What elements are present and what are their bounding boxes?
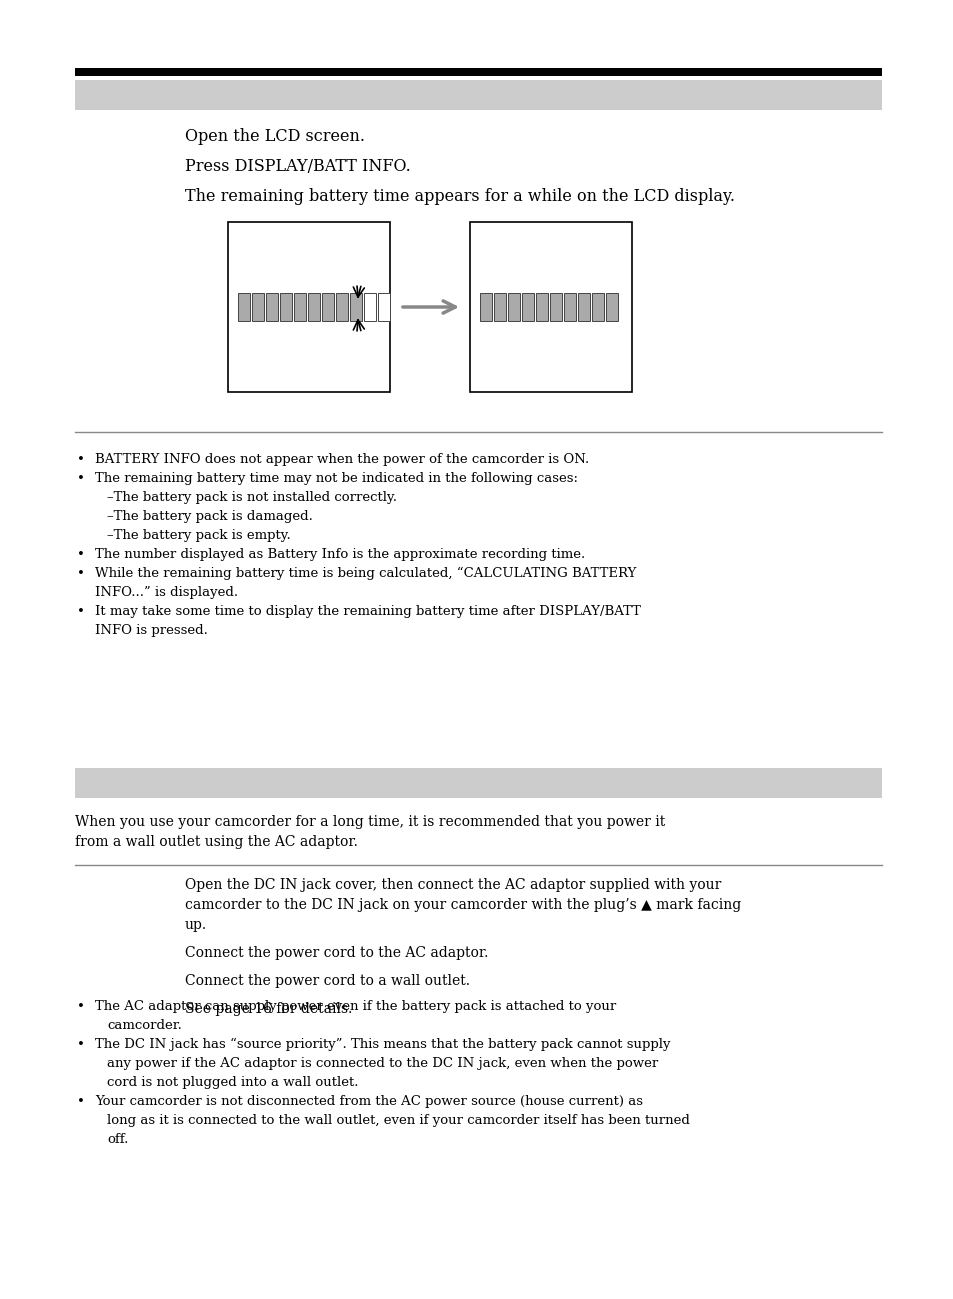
Text: The number displayed as Battery Info is the approximate recording time.: The number displayed as Battery Info is … bbox=[95, 548, 584, 561]
Text: It may take some time to display the remaining battery time after DISPLAY/BATT: It may take some time to display the rem… bbox=[95, 605, 640, 618]
Bar bbox=[364, 294, 375, 321]
Text: –The battery pack is not installed correctly.: –The battery pack is not installed corre… bbox=[107, 491, 396, 504]
Bar bbox=[75, 68, 882, 77]
Text: Your camcorder is not disconnected from the AC power source (house current) as: Your camcorder is not disconnected from … bbox=[95, 1095, 642, 1108]
Text: Connect the power cord to the AC adaptor.: Connect the power cord to the AC adaptor… bbox=[185, 946, 488, 960]
Bar bbox=[563, 294, 576, 321]
Text: –The battery pack is empty.: –The battery pack is empty. bbox=[107, 529, 291, 542]
Bar bbox=[479, 294, 492, 321]
Text: •: • bbox=[77, 605, 85, 618]
Bar bbox=[470, 222, 631, 392]
Bar bbox=[335, 294, 348, 321]
Bar bbox=[507, 294, 519, 321]
Text: Open the DC IN jack cover, then connect the AC adaptor supplied with your: Open the DC IN jack cover, then connect … bbox=[185, 878, 720, 892]
Text: While the remaining battery time is being calculated, “CALCULATING BATTERY: While the remaining battery time is bein… bbox=[95, 566, 636, 581]
Text: See page 16 for details.: See page 16 for details. bbox=[185, 1002, 352, 1016]
Text: When you use your camcorder for a long time, it is recommended that you power it: When you use your camcorder for a long t… bbox=[75, 814, 664, 829]
Text: cord is not plugged into a wall outlet.: cord is not plugged into a wall outlet. bbox=[107, 1076, 358, 1089]
Text: long as it is connected to the wall outlet, even if your camcorder itself has be: long as it is connected to the wall outl… bbox=[107, 1115, 689, 1128]
Bar bbox=[252, 294, 264, 321]
Text: Open the LCD screen.: Open the LCD screen. bbox=[185, 129, 365, 145]
Bar bbox=[237, 294, 250, 321]
Text: BATTERY INFO does not appear when the power of the camcorder is ON.: BATTERY INFO does not appear when the po… bbox=[95, 453, 589, 466]
Text: off.: off. bbox=[107, 1133, 129, 1146]
Text: •: • bbox=[77, 1038, 85, 1051]
Text: •: • bbox=[77, 453, 85, 466]
Bar bbox=[605, 294, 618, 321]
Text: The DC IN jack has “source priority”. This means that the battery pack cannot su: The DC IN jack has “source priority”. Th… bbox=[95, 1038, 670, 1051]
Text: •: • bbox=[77, 1095, 85, 1108]
Text: •: • bbox=[77, 1000, 85, 1013]
Bar bbox=[550, 294, 561, 321]
Text: Connect the power cord to a wall outlet.: Connect the power cord to a wall outlet. bbox=[185, 974, 470, 989]
Text: INFO is pressed.: INFO is pressed. bbox=[95, 624, 208, 637]
Text: •: • bbox=[77, 548, 85, 561]
Bar bbox=[578, 294, 589, 321]
Text: any power if the AC adaptor is connected to the DC IN jack, even when the power: any power if the AC adaptor is connected… bbox=[107, 1057, 658, 1070]
Text: –The battery pack is damaged.: –The battery pack is damaged. bbox=[107, 511, 313, 523]
Bar bbox=[521, 294, 534, 321]
Bar bbox=[308, 294, 319, 321]
Text: Press DISPLAY/BATT INFO.: Press DISPLAY/BATT INFO. bbox=[185, 158, 411, 175]
Text: •: • bbox=[77, 566, 85, 579]
Bar bbox=[322, 294, 334, 321]
Bar bbox=[294, 294, 306, 321]
Text: The AC adaptor can supply power even if the battery pack is attached to your: The AC adaptor can supply power even if … bbox=[95, 1000, 616, 1013]
Bar bbox=[536, 294, 547, 321]
Bar bbox=[494, 294, 505, 321]
Text: camcorder.: camcorder. bbox=[107, 1018, 182, 1031]
Bar bbox=[377, 294, 390, 321]
Bar bbox=[592, 294, 603, 321]
Bar bbox=[350, 294, 361, 321]
Bar bbox=[280, 294, 292, 321]
Text: from a wall outlet using the AC adaptor.: from a wall outlet using the AC adaptor. bbox=[75, 835, 357, 850]
Text: The remaining battery time appears for a while on the LCD display.: The remaining battery time appears for a… bbox=[185, 188, 734, 205]
Bar bbox=[75, 768, 882, 798]
Text: The remaining battery time may not be indicated in the following cases:: The remaining battery time may not be in… bbox=[95, 472, 578, 485]
Text: INFO...” is displayed.: INFO...” is displayed. bbox=[95, 586, 238, 599]
Text: camcorder to the DC IN jack on your camcorder with the plug’s ▲ mark facing: camcorder to the DC IN jack on your camc… bbox=[185, 898, 740, 912]
Bar bbox=[75, 81, 882, 110]
Text: up.: up. bbox=[185, 918, 207, 931]
Text: •: • bbox=[77, 472, 85, 485]
Bar bbox=[228, 222, 390, 392]
Bar bbox=[266, 294, 277, 321]
